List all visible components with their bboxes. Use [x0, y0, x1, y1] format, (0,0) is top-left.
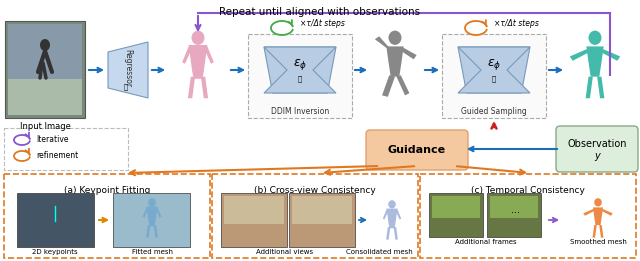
Text: 2D keypoints: 2D keypoints — [32, 249, 78, 255]
Polygon shape — [601, 49, 620, 61]
FancyBboxPatch shape — [8, 79, 82, 115]
FancyBboxPatch shape — [4, 128, 128, 170]
FancyBboxPatch shape — [221, 193, 287, 247]
Polygon shape — [583, 209, 595, 216]
FancyBboxPatch shape — [432, 196, 480, 218]
Text: Observation: Observation — [567, 139, 627, 149]
Polygon shape — [386, 227, 390, 240]
Ellipse shape — [148, 198, 156, 206]
FancyBboxPatch shape — [212, 174, 418, 258]
Text: Repeat until aligned with observations: Repeat until aligned with observations — [220, 7, 420, 17]
Polygon shape — [593, 225, 596, 238]
Polygon shape — [182, 46, 192, 64]
Text: 🔒: 🔒 — [298, 76, 302, 82]
Polygon shape — [375, 36, 390, 49]
Polygon shape — [570, 49, 589, 61]
Text: 🔒: 🔒 — [492, 76, 496, 82]
Ellipse shape — [40, 39, 50, 51]
FancyBboxPatch shape — [5, 21, 85, 118]
FancyBboxPatch shape — [490, 196, 538, 218]
Text: $\epsilon_\phi$: $\epsilon_\phi$ — [487, 57, 501, 73]
Ellipse shape — [191, 31, 205, 45]
FancyBboxPatch shape — [366, 130, 468, 170]
Polygon shape — [396, 75, 410, 95]
Text: Iterative: Iterative — [36, 135, 68, 145]
Polygon shape — [458, 47, 530, 93]
Text: y: y — [594, 151, 600, 161]
Ellipse shape — [388, 200, 396, 209]
Text: 🔒: 🔒 — [124, 84, 128, 90]
Text: refinement: refinement — [36, 151, 78, 161]
Polygon shape — [458, 47, 530, 93]
Polygon shape — [204, 46, 214, 64]
Polygon shape — [396, 209, 401, 220]
FancyBboxPatch shape — [113, 193, 190, 247]
Text: DDIM Inversion: DDIM Inversion — [271, 108, 329, 116]
Polygon shape — [147, 206, 157, 226]
FancyBboxPatch shape — [556, 126, 638, 172]
Polygon shape — [593, 207, 603, 225]
Polygon shape — [401, 48, 417, 59]
FancyBboxPatch shape — [289, 193, 355, 247]
FancyBboxPatch shape — [420, 174, 636, 258]
Text: (c) Temporal Consistency: (c) Temporal Consistency — [471, 186, 585, 195]
Text: Guidance: Guidance — [388, 145, 446, 155]
Polygon shape — [382, 75, 395, 97]
FancyBboxPatch shape — [4, 174, 210, 258]
Text: Additional frames: Additional frames — [455, 239, 516, 245]
Polygon shape — [602, 209, 612, 216]
Polygon shape — [146, 225, 150, 238]
Polygon shape — [387, 209, 397, 228]
Text: Guided Sampling: Guided Sampling — [461, 108, 527, 116]
Polygon shape — [394, 227, 398, 240]
Text: $\epsilon_\phi$: $\epsilon_\phi$ — [293, 57, 307, 73]
Text: Input Image: Input Image — [20, 122, 70, 131]
Text: ×τ/Δt steps: ×τ/Δt steps — [300, 20, 345, 28]
Polygon shape — [143, 207, 148, 217]
Text: Fitted mesh: Fitted mesh — [131, 249, 173, 255]
Polygon shape — [189, 45, 207, 79]
Ellipse shape — [388, 31, 401, 45]
Polygon shape — [586, 46, 604, 77]
FancyBboxPatch shape — [248, 34, 352, 118]
FancyBboxPatch shape — [442, 34, 546, 118]
Polygon shape — [188, 77, 195, 98]
Text: Regressor: Regressor — [124, 49, 132, 87]
Text: ...: ... — [511, 205, 520, 215]
Polygon shape — [599, 225, 604, 238]
Text: Additional views: Additional views — [256, 249, 313, 255]
FancyBboxPatch shape — [487, 193, 541, 237]
Ellipse shape — [589, 31, 602, 45]
FancyBboxPatch shape — [429, 193, 483, 237]
Polygon shape — [264, 47, 336, 93]
FancyBboxPatch shape — [292, 196, 352, 224]
Ellipse shape — [594, 198, 602, 206]
FancyBboxPatch shape — [17, 193, 94, 247]
Polygon shape — [597, 77, 604, 98]
Polygon shape — [383, 209, 388, 220]
Polygon shape — [586, 77, 593, 98]
Text: Consolidated mesh: Consolidated mesh — [346, 249, 413, 255]
Polygon shape — [154, 225, 158, 238]
Polygon shape — [156, 207, 161, 217]
Text: Smoothed mesh: Smoothed mesh — [570, 239, 627, 245]
Text: (a) Keypoint Fitting: (a) Keypoint Fitting — [64, 186, 150, 195]
FancyBboxPatch shape — [224, 196, 284, 224]
Polygon shape — [264, 47, 336, 93]
FancyBboxPatch shape — [8, 24, 82, 79]
Polygon shape — [201, 77, 208, 98]
Text: (b) Cross-view Consistency: (b) Cross-view Consistency — [254, 186, 376, 195]
Polygon shape — [108, 42, 148, 98]
Polygon shape — [387, 46, 404, 77]
Text: ×τ/Δt steps: ×τ/Δt steps — [494, 20, 539, 28]
